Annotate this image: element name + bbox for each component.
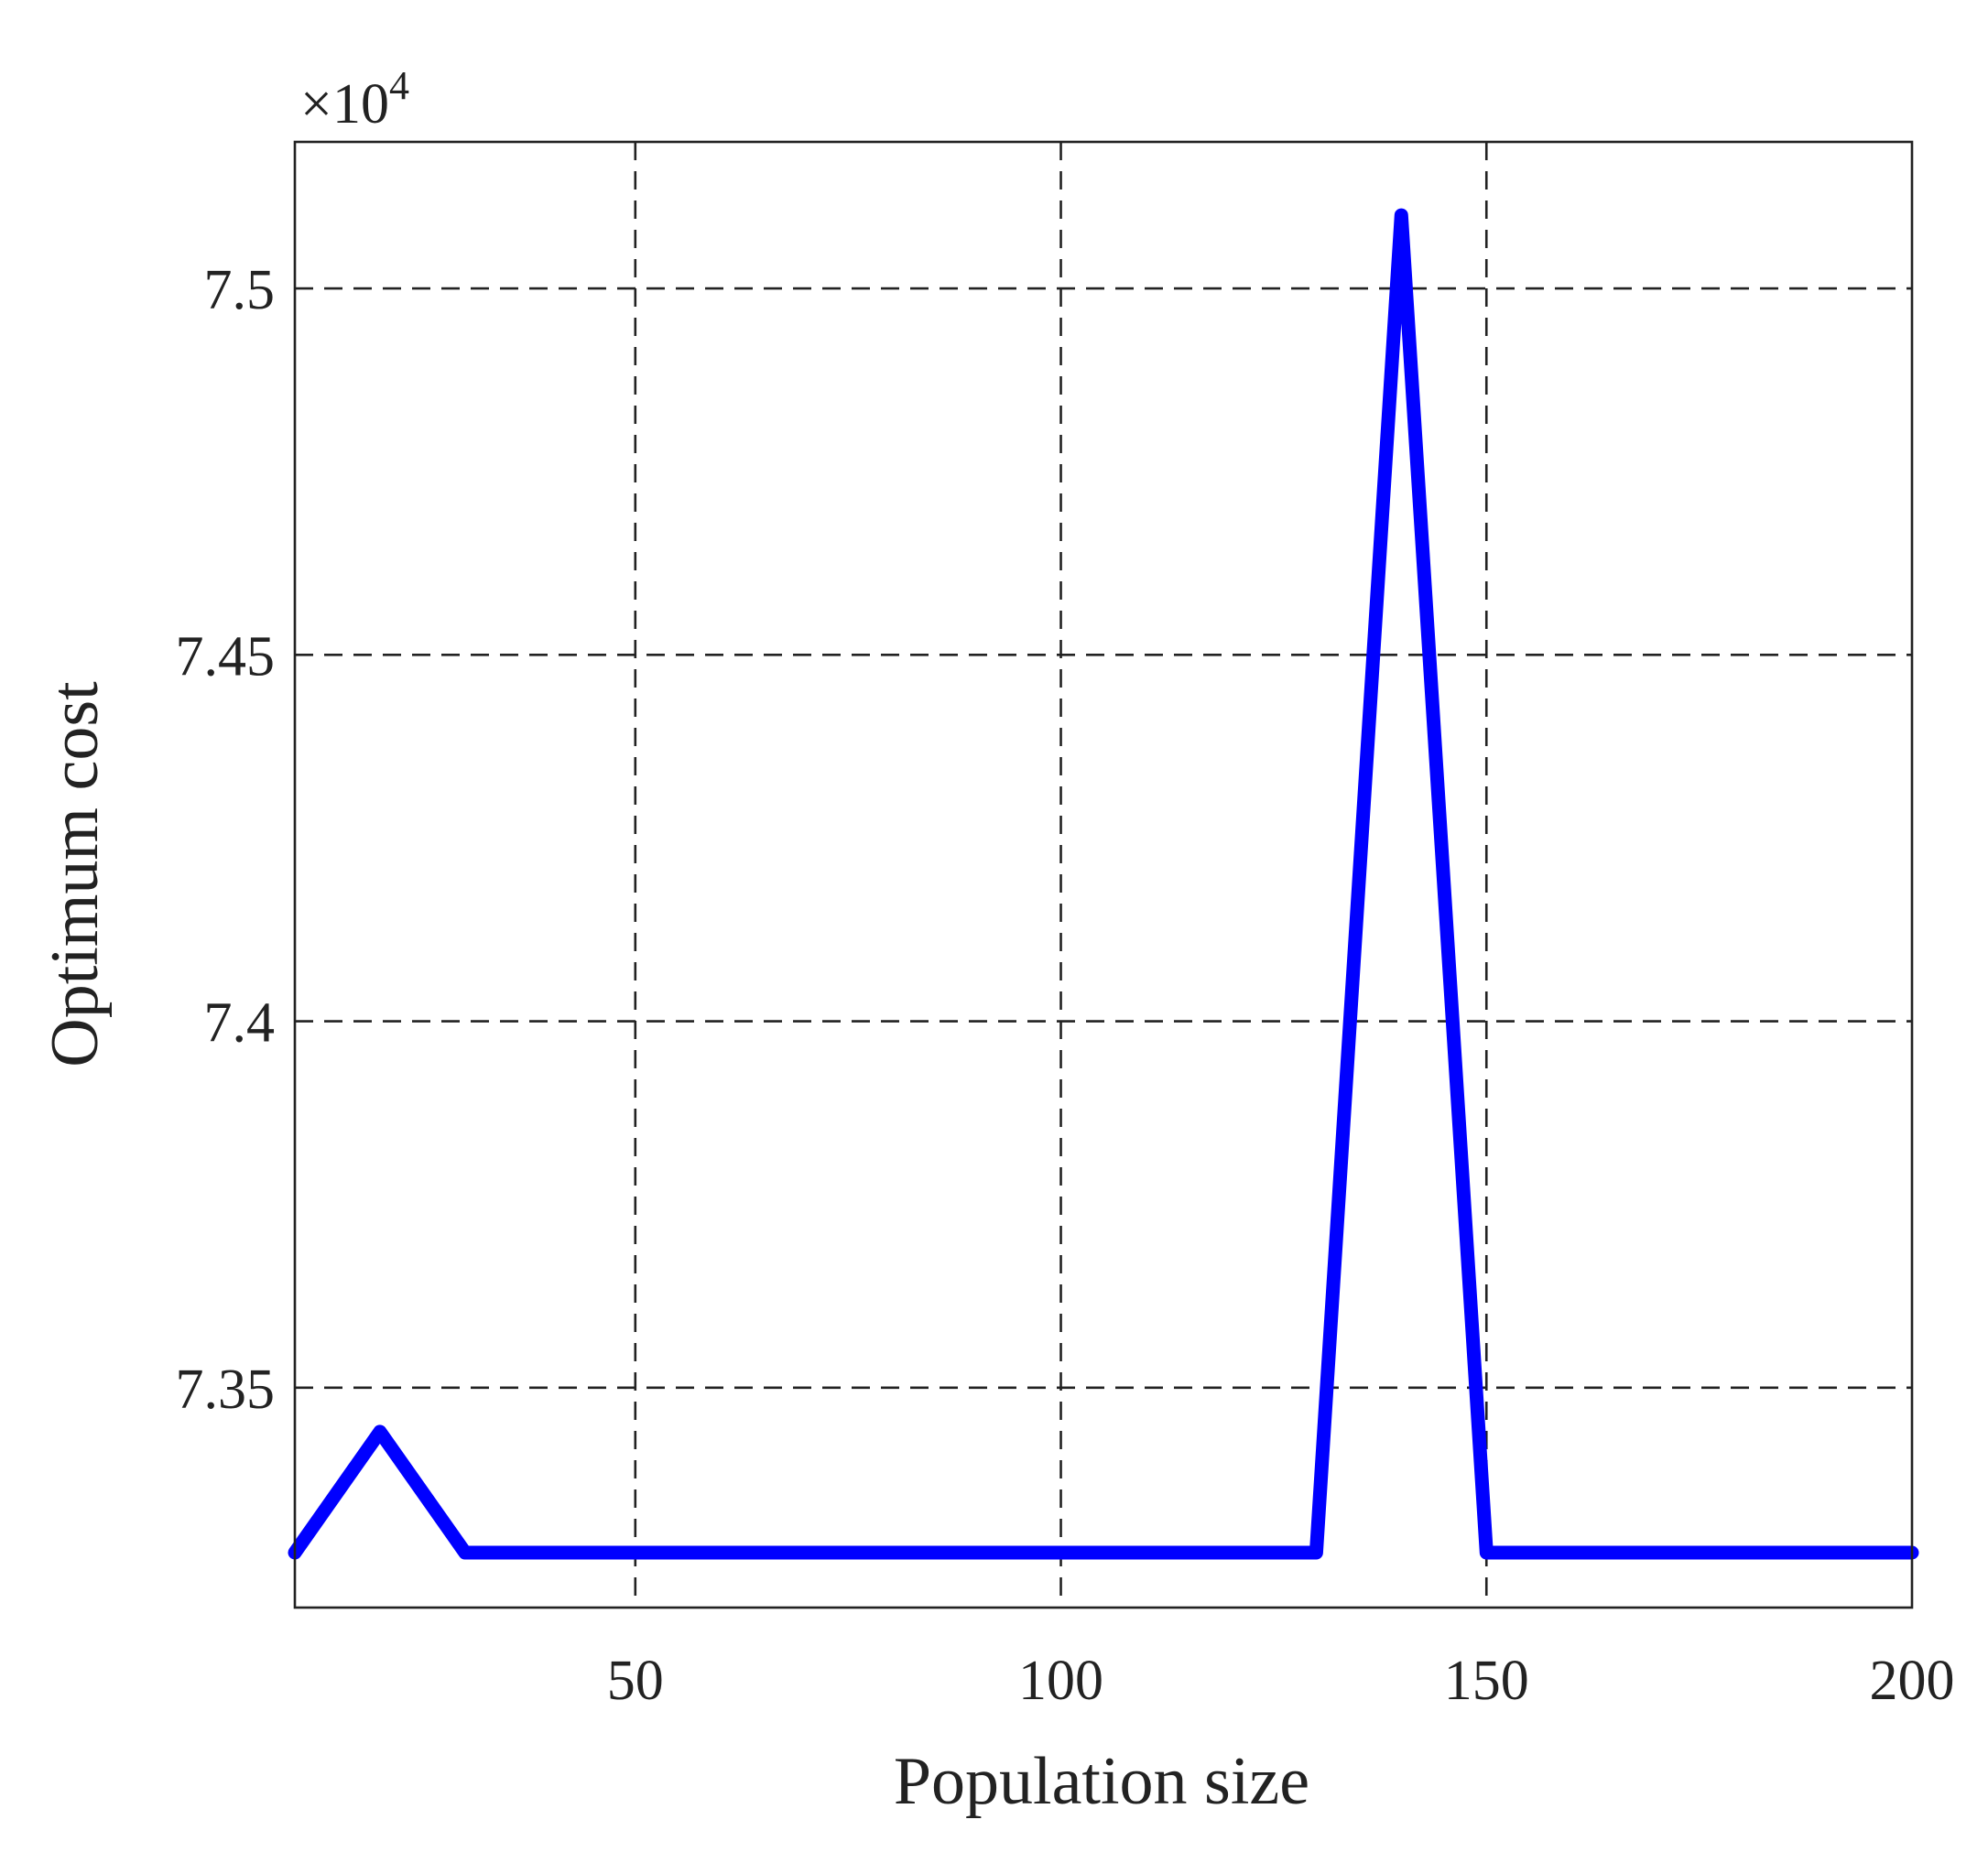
x-tick-label: 200: [1870, 1650, 1955, 1712]
y-tick-labels: 7.35 7.4 7.45 7.5: [176, 259, 276, 1421]
y-tick-label: 7.5: [204, 259, 276, 321]
x-axis-label: Population size: [894, 1744, 1309, 1819]
x-tick-label: 100: [1018, 1650, 1103, 1712]
y-tick-label: 7.4: [204, 992, 276, 1055]
y-tick-label: 7.45: [176, 625, 276, 688]
x-tick-label: 150: [1444, 1650, 1529, 1712]
y-exponent-label: ×104: [300, 63, 409, 135]
y-exponent-power: 4: [389, 63, 409, 108]
y-gridlines: [295, 287, 1912, 1390]
series-line: [288, 208, 1919, 1560]
x-tick-label: 50: [607, 1650, 664, 1712]
plot-frame: [293, 140, 1914, 1609]
x-tick-labels: 50 100 150 200: [607, 1650, 1955, 1712]
y-tick-label: 7.35: [176, 1359, 276, 1421]
x-gridlines: [634, 142, 1488, 1608]
y-axis-label: Optimum cost: [38, 681, 113, 1067]
y-exponent-base: ×10: [300, 73, 389, 135]
series-layer: [288, 208, 1919, 1560]
